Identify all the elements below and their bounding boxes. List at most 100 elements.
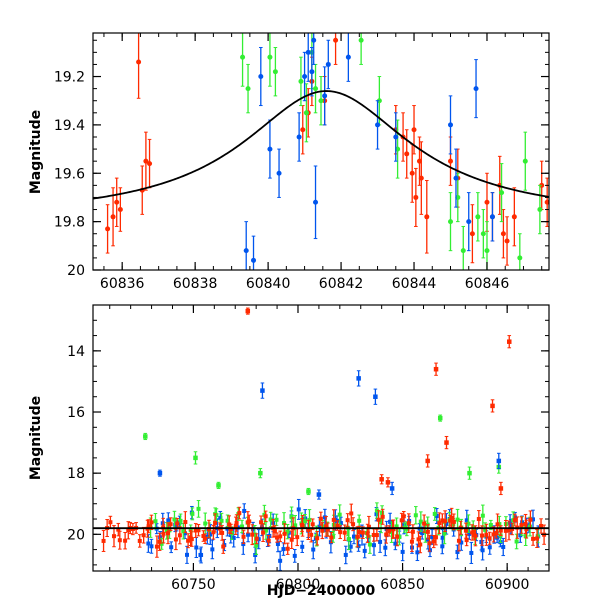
baseline-point-red [254, 533, 259, 545]
data-point-green [272, 47, 278, 97]
data-point-green [245, 63, 251, 114]
top-y-axis-title: Magnitude [28, 110, 44, 194]
baseline-point-blue [278, 550, 283, 571]
baseline-point-blue [378, 530, 383, 553]
x-tick-label: 60900 [485, 577, 530, 593]
data-point-red [444, 435, 449, 450]
data-point-red [498, 481, 504, 496]
baseline-point-red [487, 531, 492, 545]
y-tick-label: 18 [67, 466, 85, 482]
baseline-point-blue [300, 540, 305, 553]
baseline-point-red [137, 534, 142, 548]
x-tick-label: 60842 [319, 276, 364, 292]
data-point-red [143, 131, 149, 191]
baseline-point-red [406, 513, 411, 533]
data-point-green [318, 76, 324, 126]
data-point-blue [356, 370, 361, 387]
baseline-point-blue [281, 542, 286, 556]
baseline-point-red [111, 525, 116, 548]
x-tick-label: 60836 [100, 276, 145, 292]
data-point-green [267, 33, 273, 87]
y-tick-label: 19.8 [54, 215, 85, 231]
data-point-red [425, 454, 430, 468]
baseline-point-blue [185, 545, 190, 564]
data-point-red [385, 477, 391, 488]
data-point-red [433, 362, 439, 376]
baseline-point-red [196, 524, 201, 537]
data-point-green [537, 184, 543, 235]
y-tick-label: 19.6 [54, 166, 85, 182]
baseline-point-green [285, 523, 290, 540]
baseline-point-red [149, 514, 154, 531]
baseline-point-red [473, 525, 478, 547]
y-tick-label: 14 [67, 344, 85, 360]
x-tick-label: 60844 [392, 276, 437, 292]
baseline-point-green [413, 506, 418, 525]
baseline-point-red [117, 530, 122, 550]
data-point-green [306, 487, 311, 496]
y-tick-label: 20 [67, 263, 85, 279]
baseline-point-red [325, 522, 330, 537]
bottom-axes: 60750 60800 60850 60900 14 16 18 20 [67, 304, 550, 593]
baseline-point-red [263, 510, 268, 522]
baseline-point-red [261, 523, 266, 542]
data-point-red [511, 187, 517, 247]
baseline-point-red [366, 515, 371, 538]
data-point-red [469, 204, 475, 264]
baseline-point-red [503, 520, 508, 542]
baseline-point-red [524, 519, 529, 539]
model-curve [93, 90, 549, 200]
data-point-red [114, 177, 120, 227]
baseline-point-blue [348, 540, 353, 553]
data-point-blue [375, 100, 381, 150]
baseline-point-red [186, 533, 191, 549]
data-point-red [105, 204, 111, 254]
baseline-point-red [282, 523, 287, 545]
data-point-green [475, 192, 481, 242]
data-point-blue [373, 388, 378, 405]
baseline-point-red [300, 514, 305, 537]
baseline-point-red [506, 520, 511, 541]
baseline-point-red [306, 519, 311, 541]
data-point-blue [489, 192, 495, 242]
data-point-green [395, 119, 401, 179]
baseline-point-blue [292, 549, 297, 563]
baseline-point-red [418, 535, 423, 554]
data-point-green [298, 56, 304, 107]
baseline-point-green [455, 508, 460, 531]
data-point-blue [260, 382, 265, 399]
data-point-red [117, 187, 123, 232]
data-point-blue [258, 47, 264, 107]
baseline-point-blue [199, 546, 204, 564]
data-point-blue [448, 95, 454, 155]
data-point-red [379, 474, 384, 485]
baseline-point-red [123, 531, 128, 550]
data-point-blue [267, 119, 273, 179]
data-point-blue [243, 221, 249, 270]
data-point-green [193, 451, 198, 465]
data-point-green [522, 131, 528, 191]
data-point-green [358, 33, 364, 65]
data-point-green [517, 233, 523, 270]
baseline-point-red [401, 510, 406, 522]
baseline-point-red [380, 508, 385, 525]
baseline-point-red [495, 513, 500, 536]
y-tick-label: 20 [67, 527, 85, 543]
baseline-point-red [345, 513, 350, 528]
data-point-red [500, 209, 506, 259]
data-point-blue [316, 489, 322, 500]
data-point-green [460, 225, 466, 270]
data-point-green [240, 33, 246, 87]
baseline-point-red [433, 529, 438, 546]
data-point-red [409, 143, 415, 203]
data-point-blue [389, 481, 395, 496]
data-point-blue [322, 66, 328, 126]
data-point-blue [496, 452, 502, 470]
data-point-blue [393, 112, 399, 162]
baseline-point-red [266, 535, 271, 547]
data-point-blue [251, 235, 257, 270]
bottom-y-axis-title: Magnitude [28, 396, 44, 480]
baseline-point-blue [400, 542, 405, 562]
bottom-x-axis-title: HJD−2400000 [267, 583, 376, 599]
